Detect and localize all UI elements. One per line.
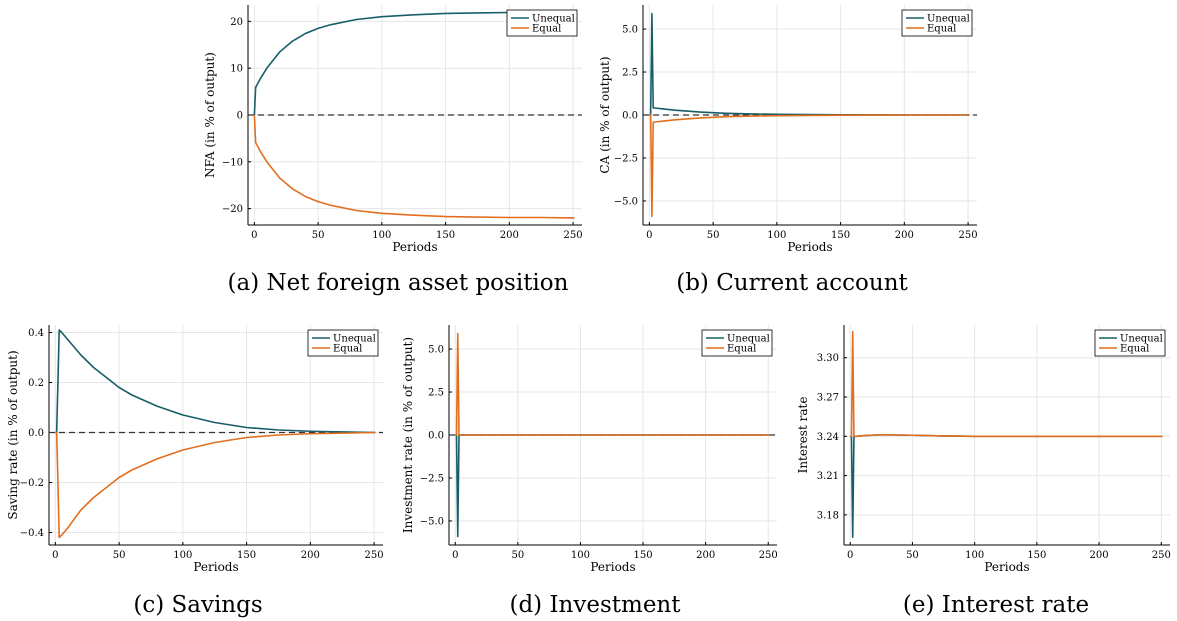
panel-current-account-legend-label-equal: Equal (927, 23, 956, 34)
panel-nfa-x-tick-label: 150 (436, 230, 455, 241)
panel-current-account-x-tick-label: 100 (767, 230, 786, 241)
panel-current-account-legend-label-unequal: Unequal (927, 13, 970, 24)
panel-savings-legend-label-unequal: Unequal (333, 333, 376, 344)
panel-nfa-x-tick-label: 100 (372, 230, 391, 241)
panel-investment-y-tick-label: 0.0 (428, 431, 444, 442)
panel-current-account-x-axis-label: Periods (787, 240, 832, 254)
panel-savings-x-tick-label: 250 (365, 550, 384, 561)
panel-savings-y-tick-label: −0.4 (20, 528, 44, 539)
panel-investment-y-tick-label: 2.5 (428, 388, 444, 399)
panel-nfa-y-axis-label: NFA (in % of output) (203, 52, 217, 178)
panel-interest-rate-y-tick-label: 3.18 (817, 510, 839, 521)
panel-nfa-legend (506, 9, 578, 37)
panel-current-account-y-axis-label: CA (in % of output) (598, 56, 612, 173)
panel-current-account-x-tick-label: 150 (831, 230, 850, 241)
panel-savings-y-axis-label: Saving rate (in % of output) (6, 350, 20, 519)
panel-nfa-y-tick-label: 0 (237, 111, 243, 122)
panel-investment-legend (701, 329, 773, 357)
panel-nfa: 0 50 100 150 200 250 −20 −10 0 10 20 Periods NFA (in… (203, 5, 583, 296)
panel-nfa-y-tick-label: −20 (222, 204, 243, 215)
panel-interest-rate-y-tick-label: 3.30 (817, 353, 839, 364)
panel-nfa-x-axis-label: Periods (392, 240, 437, 254)
panel-investment-series-equal-line (455, 332, 770, 436)
panel-interest-rate-y-tick-label: 3.24 (817, 432, 839, 443)
panel-investment-y-axis-label: Investment rate (in % of output) (401, 337, 415, 533)
panel-current-account-y-tick-label: 5.0 (622, 25, 638, 36)
panel-interest-rate-y-tick-label: 3.27 (817, 393, 839, 404)
panel-current-account-caption: (b) Current account (676, 270, 908, 296)
panel-nfa-x-tick-label: 50 (312, 230, 325, 241)
panel-savings-y-tick-label: 0.2 (28, 378, 44, 389)
panel-savings-legend (307, 329, 379, 357)
panel-current-account-x-tick-label: 200 (895, 230, 914, 241)
panel-interest-rate-series-equal-line (850, 330, 1163, 438)
panel-current-account: 0 50 100 150 200 250 −5.0 −2.5 0.0 2.5 5.0 Periods C… (598, 5, 978, 296)
panel-investment-y-tick-label: −5.0 (420, 516, 444, 527)
panel-nfa-caption: (a) Net foreign asset position (228, 270, 569, 296)
panel-interest-rate: 0 50 100 150 200 250 3.18 3.21 3.24 3.27 3.30 Perio… (796, 325, 1171, 618)
panel-interest-rate-series-unequal-line (850, 433, 1163, 538)
panel-savings-y-tick-label: 0.4 (28, 328, 44, 339)
panel-interest-rate-x-tick-label: 150 (1027, 550, 1046, 561)
panel-current-account-x-tick-label: 0 (646, 230, 652, 241)
panel-investment-x-tick-label: 150 (633, 550, 652, 561)
panel-investment-x-tick-label: 50 (511, 550, 524, 561)
panel-investment-x-tick-label: 250 (759, 550, 778, 561)
panel-current-account-y-tick-label: 2.5 (622, 68, 638, 79)
panel-current-account-legend (901, 9, 973, 37)
panel-nfa-x-tick-label: 250 (564, 230, 583, 241)
panel-savings-x-tick-label: 0 (52, 550, 58, 561)
panel-investment-x-tick-label: 100 (571, 550, 590, 561)
panel-interest-rate-caption: (e) Interest rate (903, 592, 1089, 618)
panel-current-account-x-tick-label: 50 (707, 230, 720, 241)
panel-nfa-y-tick-label: 10 (230, 64, 243, 75)
panel-interest-rate-x-tick-label: 250 (1152, 550, 1171, 561)
panel-interest-rate-legend-label-equal: Equal (1120, 343, 1149, 354)
panel-investment-x-tick-label: 200 (696, 550, 715, 561)
panel-savings: 0 50 100 150 200 250 −0.4 −0.2 0.0 0.2 0.4 Periods S… (6, 325, 384, 618)
panel-interest-rate-x-tick-label: 50 (906, 550, 919, 561)
panel-savings-x-tick-label: 100 (173, 550, 192, 561)
panel-nfa-x-tick-label: 200 (500, 230, 519, 241)
panel-investment: 0 50 100 150 200 250 −5.0 −2.5 0.0 2.5 5.0 Periods I… (401, 325, 778, 618)
panel-savings-x-tick-label: 200 (301, 550, 320, 561)
panel-nfa-legend-label-equal: Equal (532, 23, 561, 34)
panel-nfa-series-equal-line (253, 114, 575, 219)
panel-interest-rate-x-axis-label: Periods (984, 560, 1029, 574)
panel-current-account-x-tick-label: 250 (959, 230, 978, 241)
panel-nfa-x-tick-label: 0 (251, 230, 257, 241)
panel-investment-legend-label-equal: Equal (727, 343, 756, 354)
panel-nfa-y-tick-label: 20 (230, 17, 243, 28)
panel-investment-x-tick-label: 0 (452, 550, 458, 561)
panel-investment-x-axis-label: Periods (590, 560, 635, 574)
panel-current-account-series-equal-line (649, 114, 970, 218)
panel-savings-x-tick-label: 150 (237, 550, 256, 561)
panel-savings-series-unequal-line (55, 329, 376, 434)
panel-interest-rate-legend-label-unequal: Unequal (1120, 333, 1163, 344)
panel-interest-rate-y-tick-label: 3.21 (817, 471, 839, 482)
panel-investment-y-tick-label: −2.5 (420, 473, 444, 484)
panel-savings-y-tick-label: −0.2 (20, 478, 44, 489)
panel-interest-rate-legend (1094, 329, 1166, 357)
panel-savings-caption: (c) Savings (133, 592, 262, 618)
panel-nfa-legend-label-unequal: Unequal (532, 13, 575, 24)
panel-interest-rate-y-axis-label: Interest rate (796, 397, 810, 474)
panel-current-account-y-tick-label: 0.0 (622, 111, 638, 122)
panel-savings-x-tick-label: 50 (113, 550, 126, 561)
panel-savings-x-axis-label: Periods (193, 560, 238, 574)
panel-savings-legend-label-equal: Equal (333, 343, 362, 354)
panel-current-account-y-tick-label: −5.0 (614, 196, 638, 207)
panel-investment-caption: (d) Investment (509, 592, 681, 618)
panel-savings-y-tick-label: 0.0 (28, 428, 44, 439)
panel-interest-rate-x-tick-label: 0 (847, 550, 853, 561)
panel-nfa-y-tick-label: −10 (222, 157, 243, 168)
panel-nfa-series-unequal-line (253, 11, 575, 116)
panel-savings-series-equal-line (55, 431, 376, 539)
panel-interest-rate-x-tick-label: 200 (1090, 550, 1109, 561)
panel-current-account-y-tick-label: −2.5 (614, 153, 638, 164)
panel-investment-legend-label-unequal: Unequal (727, 333, 770, 344)
panel-investment-y-tick-label: 5.0 (428, 345, 444, 356)
panel-interest-rate-x-tick-label: 100 (965, 550, 984, 561)
